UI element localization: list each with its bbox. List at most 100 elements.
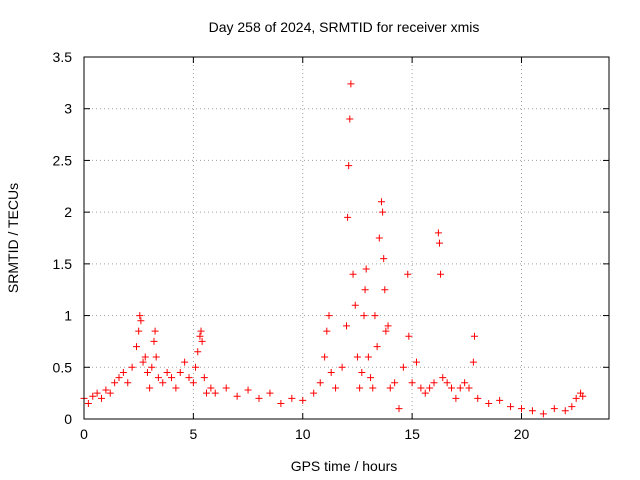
data-point bbox=[181, 358, 189, 366]
data-point bbox=[168, 374, 175, 382]
data-point bbox=[367, 374, 375, 382]
data-point bbox=[151, 327, 159, 335]
data-point bbox=[496, 396, 504, 404]
data-point bbox=[572, 394, 580, 402]
data-point bbox=[351, 301, 359, 309]
gridlines bbox=[84, 57, 609, 419]
data-point bbox=[421, 389, 429, 397]
data-point bbox=[233, 392, 241, 400]
data-point bbox=[470, 332, 478, 340]
data-point bbox=[89, 392, 97, 400]
data-point bbox=[288, 394, 296, 402]
data-point bbox=[135, 327, 143, 335]
data-point bbox=[327, 368, 335, 376]
y-axis-label: SRMTID / TECUs bbox=[5, 183, 21, 293]
data-point bbox=[119, 368, 127, 376]
data-point bbox=[338, 363, 346, 371]
data-point bbox=[417, 384, 425, 392]
data-point bbox=[391, 379, 399, 387]
data-point bbox=[133, 343, 140, 351]
data-point bbox=[299, 396, 307, 404]
data-point bbox=[310, 389, 318, 397]
data-point bbox=[106, 389, 114, 397]
data-point bbox=[395, 405, 403, 413]
data-point bbox=[323, 327, 331, 335]
data-point bbox=[325, 312, 333, 320]
data-point bbox=[321, 353, 329, 361]
y-tick-label: 0 bbox=[64, 411, 72, 427]
data-point bbox=[203, 389, 210, 397]
data-point bbox=[378, 198, 385, 206]
data-point bbox=[381, 286, 389, 294]
data-point bbox=[189, 379, 197, 387]
data-point bbox=[384, 322, 392, 330]
data-point bbox=[386, 384, 394, 392]
data-point bbox=[172, 384, 180, 392]
y-tick-label: 2.5 bbox=[53, 152, 73, 168]
data-point bbox=[102, 386, 110, 394]
data-point bbox=[211, 389, 219, 397]
data-point bbox=[465, 384, 473, 392]
x-tick-label: 5 bbox=[189, 426, 197, 442]
data-point bbox=[518, 405, 525, 413]
data-point bbox=[332, 384, 340, 392]
x-tick-label: 20 bbox=[514, 426, 530, 442]
data-point bbox=[568, 403, 576, 411]
data-point bbox=[461, 379, 469, 387]
data-point bbox=[379, 208, 387, 216]
data-point bbox=[361, 286, 369, 294]
data-point bbox=[207, 384, 215, 392]
data-point bbox=[141, 353, 149, 361]
data-point bbox=[371, 312, 379, 320]
y-tick-label: 1 bbox=[64, 308, 72, 324]
data-point bbox=[437, 270, 445, 278]
x-tick-label: 10 bbox=[295, 426, 311, 442]
data-point bbox=[443, 379, 451, 387]
data-point bbox=[405, 332, 413, 340]
data-point bbox=[115, 374, 123, 382]
data-point bbox=[382, 327, 390, 335]
data-point bbox=[198, 337, 206, 345]
data-point bbox=[347, 80, 355, 88]
data-point bbox=[456, 384, 464, 392]
data-point bbox=[98, 394, 105, 402]
data-point bbox=[380, 255, 388, 263]
data-point bbox=[539, 410, 547, 418]
y-tick-label: 0.5 bbox=[53, 359, 73, 375]
data-point bbox=[399, 363, 407, 371]
data-point bbox=[550, 405, 558, 413]
plot-area-border bbox=[83, 56, 610, 420]
data-point bbox=[404, 270, 412, 278]
data-point bbox=[349, 270, 357, 278]
data-point bbox=[154, 374, 162, 382]
data-point bbox=[373, 343, 381, 351]
data-point bbox=[148, 363, 156, 371]
data-point bbox=[413, 358, 420, 366]
data-point bbox=[485, 399, 493, 407]
data-point bbox=[430, 379, 438, 387]
data-point bbox=[266, 389, 274, 397]
data-point bbox=[528, 407, 536, 415]
data-point bbox=[474, 394, 482, 402]
chart-title: Day 258 of 2024, SRMTID for receiver xmi… bbox=[209, 19, 480, 35]
data-point bbox=[360, 312, 368, 320]
data-point bbox=[469, 358, 477, 366]
data-point bbox=[255, 394, 263, 402]
data-point bbox=[192, 363, 200, 371]
data-point bbox=[408, 379, 416, 387]
data-point bbox=[277, 399, 285, 407]
data-point bbox=[159, 379, 167, 387]
data-point bbox=[244, 386, 252, 394]
data-point bbox=[426, 384, 434, 392]
data-point bbox=[362, 265, 370, 273]
data-point bbox=[439, 374, 447, 382]
data-point bbox=[111, 379, 119, 387]
data-point bbox=[139, 358, 147, 366]
data-point bbox=[152, 353, 160, 361]
data-point bbox=[136, 312, 144, 320]
data-point bbox=[176, 368, 184, 376]
data-point bbox=[146, 384, 154, 392]
data-point bbox=[579, 392, 587, 400]
data-point bbox=[185, 374, 193, 382]
